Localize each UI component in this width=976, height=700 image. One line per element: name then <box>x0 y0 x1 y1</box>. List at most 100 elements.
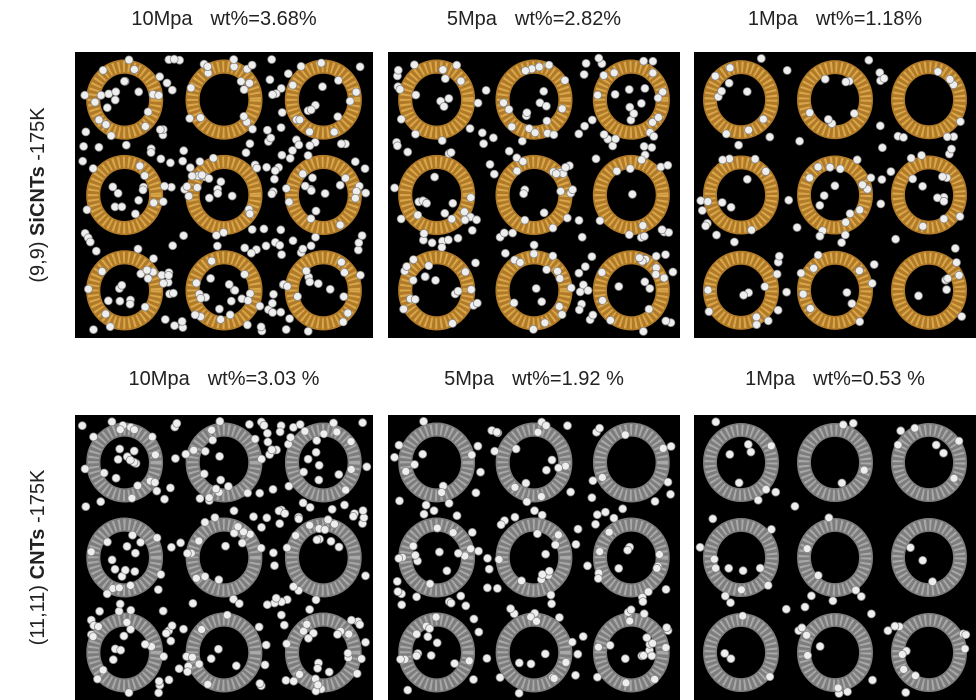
hydrogen-molecule <box>204 63 212 71</box>
hydrogen-molecule <box>543 117 551 125</box>
hydrogen-molecule <box>180 625 188 633</box>
hydrogen-molecule <box>443 567 451 575</box>
hydrogen-molecule <box>900 665 908 673</box>
hydrogen-molecule <box>209 436 217 444</box>
pressure: 1Mpa <box>748 8 799 30</box>
hydrogen-molecule <box>756 564 764 572</box>
hydrogen-molecule <box>939 173 947 181</box>
hydrogen-molecule <box>856 206 864 214</box>
hydrogen-molecule <box>190 446 198 454</box>
hydrogen-molecule <box>336 221 344 229</box>
row-label-part: SiCNTs <box>27 166 49 241</box>
hydrogen-molecule <box>227 297 235 305</box>
hydrogen-molecule <box>653 564 661 572</box>
hydrogen-molecule <box>542 422 550 430</box>
hydrogen-molecule <box>712 418 720 426</box>
hydrogen-molecule <box>432 613 440 621</box>
hydrogen-molecule <box>772 488 780 496</box>
hydrogen-molecule <box>538 511 546 519</box>
hydrogen-molecule <box>223 611 231 619</box>
hydrogen-molecule <box>342 174 350 182</box>
hydrogen-molecule <box>242 149 250 157</box>
hydrogen-molecule <box>347 466 355 474</box>
hydrogen-molecule <box>120 77 128 85</box>
hydrogen-molecule <box>204 680 212 688</box>
hydrogen-molecule <box>625 231 633 239</box>
hydrogen-molecule <box>870 261 878 269</box>
hydrogen-molecule <box>621 655 629 663</box>
hydrogen-molecule <box>648 652 656 660</box>
hydrogen-molecule <box>205 175 213 183</box>
hydrogen-molecule <box>157 571 165 579</box>
hydrogen-molecule <box>549 224 557 232</box>
hydrogen-molecule <box>640 57 648 65</box>
hydrogen-molecule <box>166 159 174 167</box>
hydrogen-molecule <box>103 104 111 112</box>
hydrogen-molecule <box>838 479 846 487</box>
hydrogen-molecule <box>394 588 402 596</box>
hydrogen-molecule <box>650 132 658 140</box>
hydrogen-molecule <box>521 67 529 75</box>
hydrogen-molecule <box>593 673 601 681</box>
hydrogen-molecule <box>321 190 329 198</box>
hydrogen-molecule <box>183 183 191 191</box>
hydrogen-molecule <box>850 110 858 118</box>
hydrogen-molecule <box>150 255 158 263</box>
hydrogen-molecule <box>906 544 914 552</box>
hydrogen-molecule <box>260 225 268 233</box>
hydrogen-molecule <box>324 516 332 524</box>
hydrogen-molecule <box>180 232 188 240</box>
hydrogen-molecule <box>892 235 900 243</box>
hydrogen-molecule <box>554 267 562 275</box>
hydrogen-molecule <box>575 269 583 277</box>
hydrogen-molecule <box>730 238 738 246</box>
hydrogen-molecule <box>467 286 475 294</box>
hydrogen-molecule <box>424 633 432 641</box>
hydrogen-molecule <box>473 216 481 224</box>
hydrogen-molecule <box>111 565 119 573</box>
hydrogen-molecule <box>574 525 582 533</box>
hydrogen-molecule <box>334 630 342 638</box>
hydrogen-molecule <box>413 630 421 638</box>
hydrogen-molecule <box>662 644 670 652</box>
hydrogen-molecule <box>168 622 176 630</box>
hydrogen-molecule <box>839 421 847 429</box>
hydrogen-molecule <box>217 178 225 186</box>
hydrogen-molecule <box>299 499 307 507</box>
hydrogen-molecule <box>240 112 248 120</box>
hydrogen-molecule <box>887 168 895 176</box>
hydrogen-molecule <box>549 252 557 260</box>
hydrogen-molecule <box>555 614 563 622</box>
pressure: 10Mpa <box>131 8 193 30</box>
hydrogen-molecule <box>217 316 225 324</box>
hydrogen-molecule <box>568 638 576 646</box>
hydrogen-molecule <box>151 451 159 459</box>
hydrogen-molecule <box>222 542 230 550</box>
hydrogen-molecule <box>497 521 505 529</box>
hydrogen-molecule <box>300 468 308 476</box>
hydrogen-molecule <box>468 528 476 536</box>
hydrogen-molecule <box>78 422 86 430</box>
hydrogen-molecule <box>320 430 328 438</box>
hydrogen-molecule <box>855 267 863 275</box>
hydrogen-molecule <box>798 624 806 632</box>
hydrogen-molecule <box>880 74 888 82</box>
hydrogen-molecule <box>402 467 410 475</box>
hydrogen-molecule <box>92 247 100 255</box>
hydrogen-molecule <box>114 455 122 463</box>
hydrogen-molecule <box>477 468 485 476</box>
hydrogen-molecule <box>496 674 504 682</box>
hydrogen-molecule <box>263 601 271 609</box>
hydrogen-molecule <box>212 231 220 239</box>
hydrogen-molecule <box>801 603 809 611</box>
hydrogen-molecule <box>713 231 721 239</box>
hydrogen-molecule <box>178 317 186 325</box>
hydrogen-molecule <box>349 512 357 520</box>
hydrogen-molecule <box>263 163 271 171</box>
hydrogen-molecule <box>97 498 105 506</box>
hydrogen-molecule <box>593 511 601 519</box>
hydrogen-molecule <box>572 671 580 679</box>
hydrogen-molecule <box>251 435 259 443</box>
hydrogen-molecule <box>321 526 329 534</box>
hydrogen-molecule <box>645 305 653 313</box>
